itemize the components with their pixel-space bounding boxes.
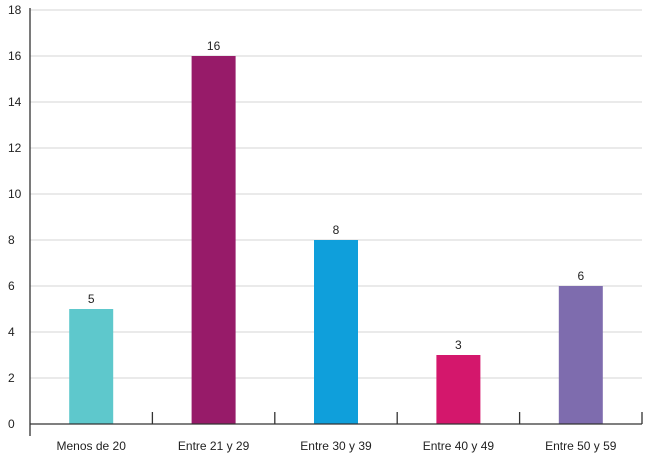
y-tick-label: 10 [8,187,22,201]
y-tick-label: 2 [8,371,15,385]
bar [69,309,114,424]
y-tick-label: 18 [8,3,22,17]
data-label: 5 [88,292,95,306]
data-label: 6 [577,269,584,283]
bar [191,56,236,424]
data-label: 8 [333,223,340,237]
y-tick-label: 16 [8,49,22,63]
x-tick-label: Entre 50 y 59 [545,439,617,453]
bars [69,56,603,424]
x-tick-label: Entre 40 y 49 [423,439,495,453]
y-tick-label: 8 [8,233,15,247]
y-tick-label: 6 [8,279,15,293]
x-tick-label: Entre 30 y 39 [300,439,372,453]
y-axis-ticks: 0 2 4 6 8 10 12 14 16 18 [8,3,22,431]
data-labels: 5 16 8 3 6 [88,39,585,352]
y-tick-label: 12 [8,141,22,155]
x-tick-label: Entre 21 y 29 [178,439,250,453]
x-tick-label: Menos de 20 [57,439,127,453]
y-tick-label: 0 [8,417,15,431]
axes [29,8,643,436]
x-axis-ticks: Menos de 20 Entre 21 y 29 Entre 30 y 39 Ent… [57,439,617,453]
y-tick-label: 4 [8,325,15,339]
bar [314,240,358,424]
bar [436,355,481,424]
gridlines [30,9,642,379]
data-label: 3 [455,338,462,352]
data-label: 16 [207,39,221,53]
y-tick-label: 14 [8,95,22,109]
bar [558,286,603,424]
